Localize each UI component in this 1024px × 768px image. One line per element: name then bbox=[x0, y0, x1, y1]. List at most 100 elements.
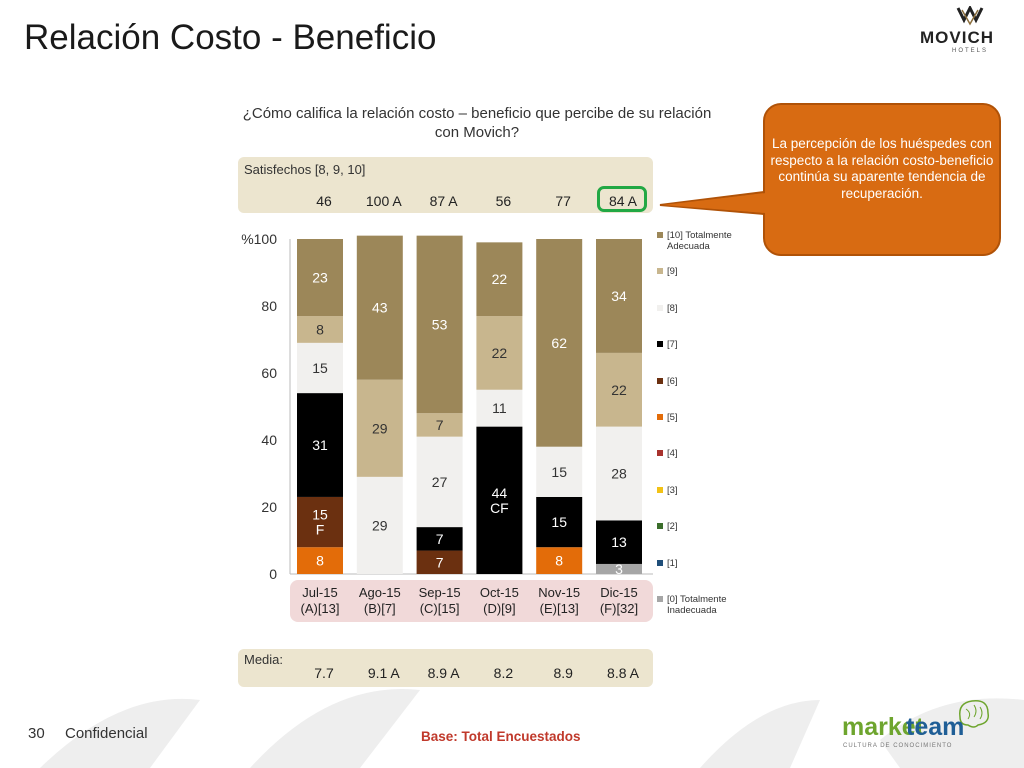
x-tick-label: Jul-15 (A)[13] bbox=[289, 585, 351, 617]
bar-segment bbox=[356, 379, 403, 477]
confidential-label: Confidencial bbox=[65, 725, 148, 742]
legend-label: [1] bbox=[667, 557, 678, 569]
page-number: 30 bbox=[28, 725, 45, 742]
bar-data-label: 8 bbox=[555, 553, 563, 569]
marketteam-logo: market team CULTURA DE CONOCIMIENTO bbox=[842, 695, 992, 755]
bar-data-label: 28 bbox=[611, 466, 627, 482]
mean-panel bbox=[238, 649, 653, 687]
bar-data-label: 8 bbox=[316, 321, 324, 337]
x-tick-label-line: (F)[32] bbox=[599, 601, 639, 616]
bar-data-label: 13 bbox=[611, 534, 627, 550]
x-tick-label-line: Oct-15 bbox=[479, 585, 519, 600]
bar-data-label: 7 bbox=[436, 554, 444, 570]
y-tick-label: 20 bbox=[261, 499, 277, 515]
mean-label: Media: bbox=[244, 652, 284, 667]
mean-value: 8.9 A bbox=[427, 665, 460, 681]
legend-swatch bbox=[657, 486, 663, 493]
bar-segment bbox=[476, 389, 523, 427]
bar-segment bbox=[297, 316, 343, 343]
bar-segment bbox=[536, 547, 583, 574]
bar-data-label: 7 bbox=[436, 417, 444, 433]
legend-swatch bbox=[657, 559, 663, 566]
marketteam-logo-text-b: team bbox=[906, 713, 965, 741]
bar-data-label: 15 bbox=[312, 507, 328, 523]
latest-value-highlight bbox=[597, 186, 647, 212]
legend-swatch bbox=[657, 414, 663, 420]
satisfied-value: 56 bbox=[495, 193, 512, 209]
x-tick-label: Nov-15 (E)[13] bbox=[528, 585, 590, 617]
base-note: Base: Total Encuestados bbox=[421, 729, 581, 744]
x-tick-label-line: Nov-15 bbox=[538, 585, 581, 600]
x-tick-label-line: (D)[9] bbox=[483, 601, 516, 616]
mean-value: 8.9 bbox=[553, 665, 573, 681]
satisfied-value: 77 bbox=[555, 193, 571, 209]
movich-logo-text: MOVICH bbox=[920, 28, 994, 47]
bar-segment bbox=[536, 239, 583, 447]
bar-data-label: 15 bbox=[551, 514, 567, 530]
x-tick-label-line: (B)[7] bbox=[363, 601, 396, 616]
bar-segment bbox=[476, 426, 523, 574]
legend-label: [5] bbox=[667, 412, 678, 423]
bar-data-label: 31 bbox=[312, 437, 328, 453]
bar-data-label: 22 bbox=[492, 271, 508, 287]
page-title: Relación Costo - Beneficio bbox=[24, 18, 437, 57]
survey-question: ¿Cómo califica la relación costo – benef… bbox=[242, 105, 712, 141]
bar-segment bbox=[416, 235, 463, 414]
y-tick-label: 60 bbox=[261, 365, 277, 381]
bar-data-label: 8 bbox=[316, 553, 324, 569]
bar-data-label: 29 bbox=[372, 517, 388, 533]
x-tick-label-line: (E)[13] bbox=[539, 601, 579, 616]
bar-segment bbox=[596, 352, 642, 427]
legend-swatch bbox=[657, 304, 663, 311]
bar-segment bbox=[476, 316, 523, 390]
bar-data-label: 34 bbox=[611, 288, 627, 304]
x-tick-label-line: Ago-15 bbox=[358, 585, 401, 600]
x-tick-label-line: Dic-15 bbox=[600, 585, 638, 600]
satisfied-value: 87 A bbox=[429, 193, 458, 209]
bar-data-label: CF bbox=[490, 500, 509, 516]
legend-label: [2] bbox=[667, 521, 678, 533]
bar-data-label: 53 bbox=[432, 316, 448, 332]
bar-data-label: 11 bbox=[492, 400, 507, 416]
bar-data-label: 15 bbox=[551, 464, 567, 480]
bar-segment bbox=[596, 563, 642, 574]
bar-data-label: 3 bbox=[615, 561, 623, 577]
bar-data-label: F bbox=[316, 522, 325, 538]
mean-value: 8.8 A bbox=[607, 665, 639, 681]
bar-segment bbox=[416, 550, 463, 574]
bar-segment bbox=[416, 413, 463, 437]
legend-label: [4] bbox=[667, 448, 678, 460]
bar-data-label: 7 bbox=[436, 531, 444, 547]
x-tick-label: Oct-15 (D)[9] bbox=[468, 585, 530, 617]
bar-data-label: 15 bbox=[312, 360, 328, 376]
bar-segment bbox=[596, 239, 642, 353]
movich-logo-subtext: HOTELS bbox=[952, 48, 989, 54]
legend-swatch bbox=[657, 232, 663, 238]
bar-segment bbox=[297, 239, 343, 317]
bar-data-label: 62 bbox=[551, 335, 567, 351]
y-tick-label: 0 bbox=[269, 566, 277, 582]
bar-data-label: 22 bbox=[611, 382, 627, 398]
x-tick-label-line: (C)[15] bbox=[419, 601, 460, 616]
x-tick-label-line: Sep-15 bbox=[418, 585, 461, 600]
y-tick-label: 40 bbox=[261, 432, 277, 448]
bar-segment bbox=[536, 446, 583, 497]
satisfied-value: 100 A bbox=[365, 193, 402, 209]
legend-label: [6] bbox=[667, 375, 678, 387]
bar-data-label: 22 bbox=[492, 345, 508, 361]
legend-swatch bbox=[657, 523, 663, 530]
bar-segment bbox=[596, 426, 642, 521]
satisfied-label: Satisfechos [8, 9, 10] bbox=[244, 162, 366, 177]
legend-label: [8] bbox=[667, 302, 678, 314]
callout-box bbox=[763, 103, 1001, 256]
bar-segment bbox=[297, 547, 343, 574]
legend-swatch bbox=[657, 268, 663, 275]
bar-segment bbox=[356, 235, 403, 380]
x-tick-label: Dic-15 (F)[32] bbox=[588, 585, 650, 617]
satisfied-value: 46 bbox=[316, 193, 332, 209]
legend-label: [7] bbox=[667, 339, 678, 351]
legend-label: [0] Totalmente Inadecuada bbox=[667, 594, 727, 616]
satisfied-panel bbox=[238, 157, 653, 213]
